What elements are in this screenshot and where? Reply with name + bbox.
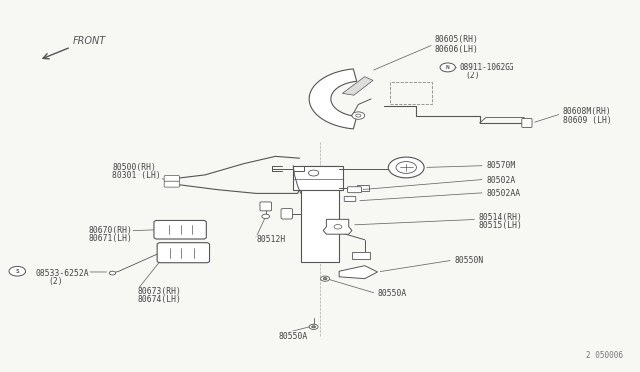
Text: 80606(LH): 80606(LH)	[435, 45, 479, 54]
FancyBboxPatch shape	[357, 185, 369, 191]
Circle shape	[308, 170, 319, 176]
Text: 80550A: 80550A	[378, 289, 407, 298]
Text: 08533-6252A: 08533-6252A	[36, 269, 90, 278]
Text: (2): (2)	[49, 278, 63, 286]
Circle shape	[323, 278, 327, 280]
Text: 80605(RH): 80605(RH)	[435, 35, 479, 44]
FancyBboxPatch shape	[154, 221, 206, 239]
FancyBboxPatch shape	[260, 202, 271, 211]
FancyBboxPatch shape	[344, 196, 356, 202]
Circle shape	[352, 112, 365, 119]
Text: 2 050006: 2 050006	[586, 351, 623, 360]
Polygon shape	[339, 266, 378, 279]
Text: (2): (2)	[465, 71, 479, 80]
Text: 80502AA: 80502AA	[486, 189, 520, 198]
FancyBboxPatch shape	[164, 181, 179, 187]
Text: 80609 (LH): 80609 (LH)	[563, 116, 611, 125]
Circle shape	[356, 114, 361, 117]
Circle shape	[396, 161, 417, 173]
Text: 80570M: 80570M	[486, 161, 515, 170]
Polygon shape	[342, 77, 373, 95]
Circle shape	[9, 266, 26, 276]
FancyBboxPatch shape	[157, 243, 209, 263]
FancyBboxPatch shape	[352, 251, 370, 259]
FancyBboxPatch shape	[281, 209, 292, 219]
Text: 80674(LH): 80674(LH)	[138, 295, 182, 304]
FancyBboxPatch shape	[164, 176, 179, 182]
Text: FRONT: FRONT	[73, 36, 106, 46]
Circle shape	[312, 326, 316, 328]
Circle shape	[109, 271, 116, 275]
Circle shape	[334, 225, 342, 229]
Text: 80550N: 80550N	[454, 256, 483, 264]
Text: 80515(LH): 80515(LH)	[478, 221, 522, 230]
Circle shape	[309, 324, 318, 330]
Text: 08911-1062G: 08911-1062G	[460, 63, 510, 72]
Circle shape	[440, 63, 456, 72]
Text: 80550A: 80550A	[278, 331, 308, 341]
FancyBboxPatch shape	[301, 166, 339, 262]
Text: 80500(RH): 80500(RH)	[113, 163, 156, 172]
Text: 80670(RH): 80670(RH)	[89, 226, 132, 235]
Text: 80502A: 80502A	[486, 176, 515, 185]
Polygon shape	[323, 219, 352, 234]
Text: 80608M(RH): 80608M(RH)	[563, 108, 611, 116]
Text: 80514(RH): 80514(RH)	[478, 213, 522, 222]
Polygon shape	[309, 69, 356, 129]
Circle shape	[321, 276, 330, 281]
FancyBboxPatch shape	[522, 119, 532, 128]
Text: 80512H: 80512H	[256, 235, 285, 244]
Circle shape	[262, 214, 269, 219]
FancyBboxPatch shape	[293, 166, 343, 190]
FancyBboxPatch shape	[348, 187, 362, 193]
Text: N: N	[446, 65, 449, 70]
Text: 80673(RH): 80673(RH)	[138, 287, 182, 296]
Text: S: S	[15, 269, 19, 274]
Text: 80671(LH): 80671(LH)	[89, 234, 132, 243]
Text: 80301 (LH): 80301 (LH)	[113, 171, 161, 180]
Circle shape	[388, 157, 424, 178]
Text: 08911-1062G: 08911-1062G	[461, 63, 514, 72]
